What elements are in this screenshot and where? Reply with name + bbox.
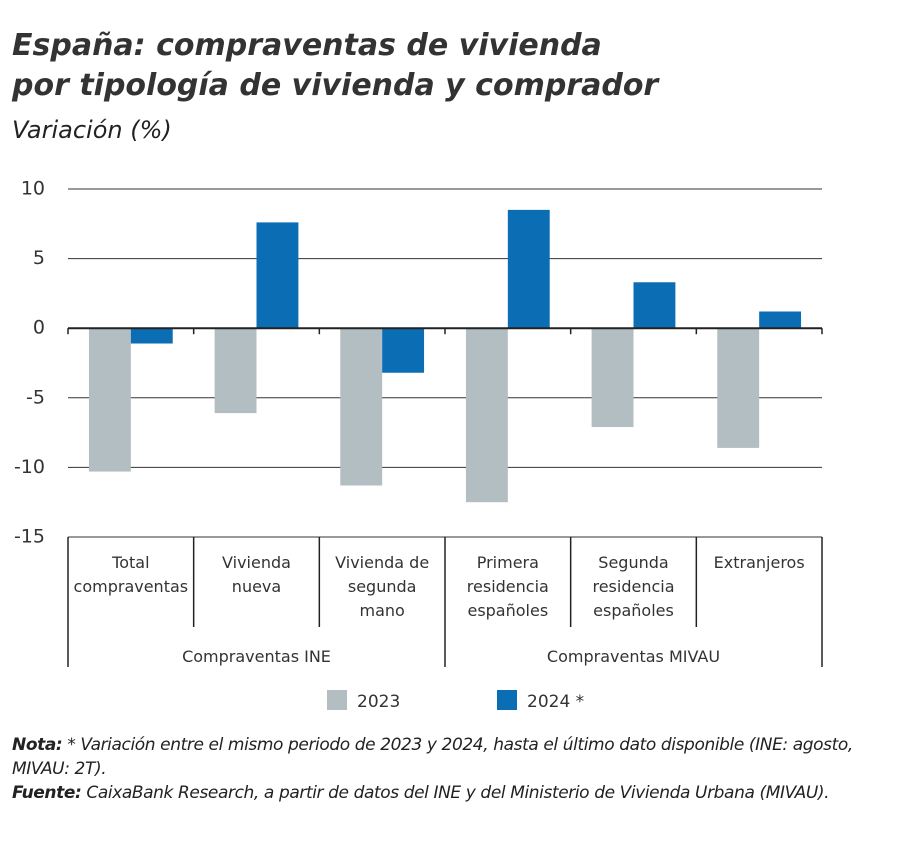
- bar: [465, 328, 508, 503]
- x-tick-label: Segunda: [598, 553, 668, 572]
- bar: [591, 328, 634, 428]
- bar: [382, 328, 425, 373]
- legend-swatch: [327, 690, 347, 710]
- note-label: Nota:: [12, 735, 63, 755]
- chart-title: por tipología de vivienda y comprador: [11, 68, 660, 103]
- source: Fuente: CaixaBank Research, a partir de …: [12, 781, 872, 805]
- legend-swatch: [497, 690, 517, 710]
- y-tick-label: 5: [33, 247, 45, 269]
- notes: Nota: * Variación entre el mismo periodo…: [12, 733, 872, 805]
- group-label: Compraventas INE: [182, 647, 331, 666]
- chart-title: España: compraventas de vivienda: [12, 28, 602, 63]
- y-tick-label: 0: [33, 317, 45, 339]
- source-label: Fuente:: [12, 783, 82, 803]
- x-tick-label: españoles: [467, 601, 548, 620]
- y-tick-label: -10: [14, 456, 45, 478]
- x-tick-label: Extranjeros: [714, 553, 805, 572]
- bar: [507, 209, 550, 329]
- group-label: Compraventas MIVAU: [547, 647, 720, 666]
- bar: [633, 282, 676, 329]
- x-tick-label: residencia: [467, 577, 549, 596]
- bar: [340, 328, 383, 486]
- bar: [759, 311, 802, 329]
- note: Nota: * Variación entre el mismo periodo…: [12, 733, 872, 781]
- y-tick-label: -5: [26, 386, 45, 408]
- chart: España: compraventas de vivienda por tip…: [11, 28, 823, 712]
- bar: [214, 328, 257, 414]
- x-tick-label: Total: [111, 553, 149, 572]
- note-text: * Variación entre el mismo periodo de 20…: [12, 735, 853, 779]
- chart-subtitle: Variación (%): [12, 116, 172, 144]
- source-text: CaixaBank Research, a partir de datos de…: [86, 783, 830, 803]
- bar: [256, 222, 299, 329]
- x-tick-label: Primera: [477, 553, 539, 572]
- x-tick-label: españoles: [593, 601, 674, 620]
- legend-label: 2024 *: [527, 692, 584, 712]
- bar: [130, 328, 173, 344]
- x-tick-label: compraventas: [74, 577, 189, 596]
- bar: [717, 328, 760, 448]
- bar: [88, 328, 131, 472]
- x-tick-label: segunda: [348, 577, 417, 596]
- x-tick-label: residencia: [592, 577, 674, 596]
- x-tick-label: Vivienda: [222, 553, 291, 572]
- x-tick-label: Vivienda de: [335, 553, 429, 572]
- legend-label: 2023: [357, 692, 400, 712]
- y-tick-label: 10: [21, 178, 45, 200]
- y-tick-label: -15: [14, 526, 45, 548]
- x-tick-label: mano: [360, 601, 405, 620]
- x-tick-label: nueva: [232, 577, 281, 596]
